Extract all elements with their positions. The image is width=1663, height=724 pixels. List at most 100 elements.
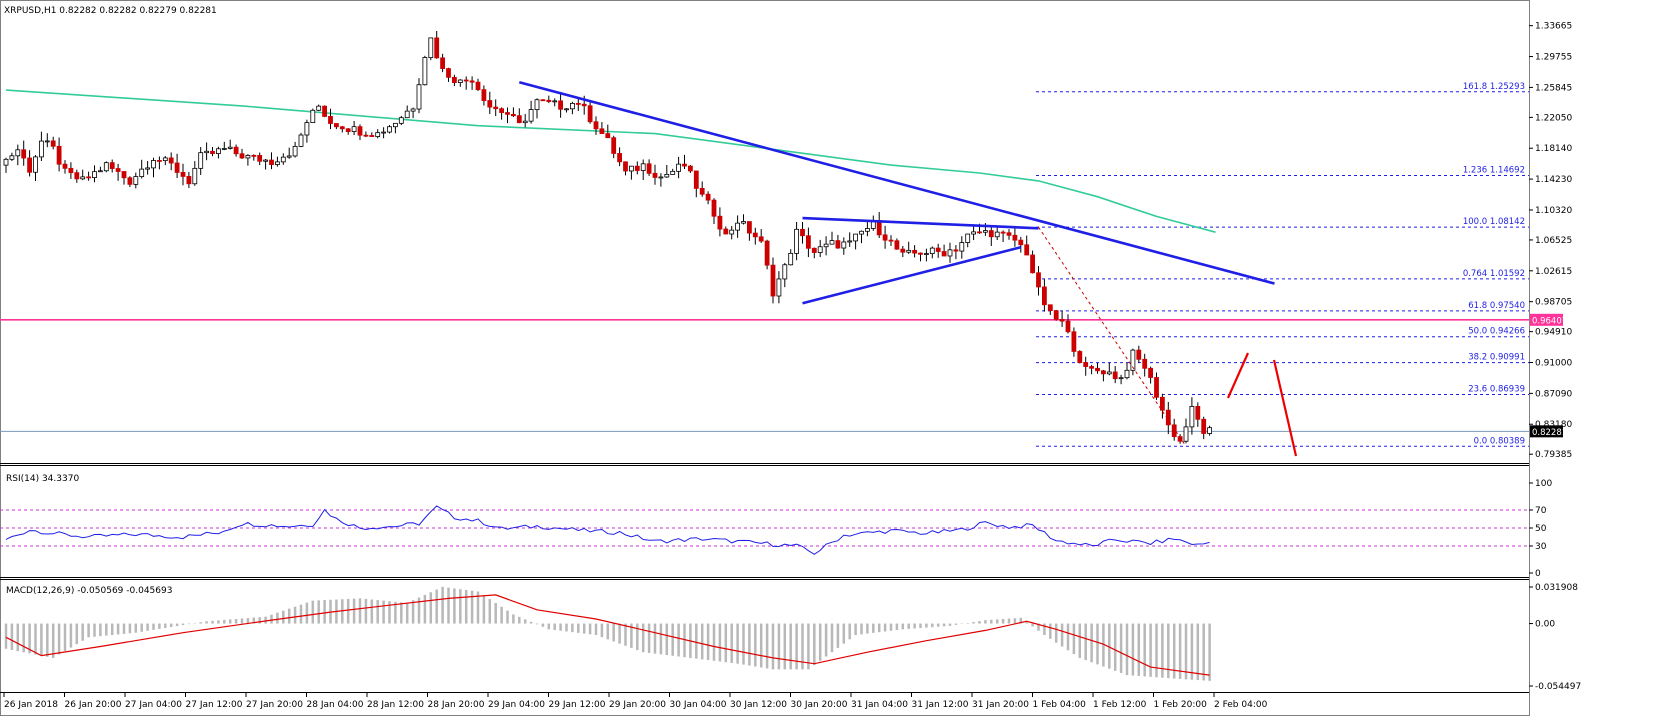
candle-body [558,100,563,110]
current-price-tag [1530,425,1563,438]
candle-body [1154,377,1159,398]
candle-body [451,76,457,84]
candle-body [581,103,587,107]
rsi-axis-label: 0 [1535,569,1541,579]
candle-body [493,106,499,110]
fib-connector-line [1038,226,1187,447]
candle-body [192,167,198,185]
candle-body [103,162,109,172]
candle-body [599,128,605,134]
candle-body [794,228,799,254]
macd-axis-label: -0.054497 [1535,682,1581,692]
price-axis-label: 1.18140 [1535,144,1572,154]
rsi-axis-label: 30 [1535,542,1547,552]
candle-body [204,150,210,154]
candle-body [912,249,917,254]
time-axis-label: 1 Feb 20:00 [1154,700,1208,710]
candle-body [499,108,505,113]
candle-body [1189,405,1195,428]
candle-body [735,222,740,231]
time-axis-label: 1 Feb 12:00 [1093,700,1147,710]
candle-body [27,157,33,173]
candle-body [894,240,900,250]
candle-body [847,240,853,243]
candle-body [1183,426,1189,442]
candle-body [800,228,805,237]
candle-body [1201,418,1207,434]
candle-body [145,167,151,170]
current-price-tag-label: 0.82281 [1532,428,1567,438]
time-axis-label: 30 Jan 20:00 [791,700,848,710]
macd-indicator: 0.031908 0.00 -0.054497 [4,583,1581,692]
candle-body [623,161,628,172]
macd-axis-label: 0.00 [1535,620,1555,630]
candle-body [1024,244,1030,256]
candle-body [74,172,80,180]
candle-body [611,137,617,154]
candle-body [446,68,451,78]
candle-body [1077,351,1083,363]
fib-level-label: 61.8 0.97540 [1468,301,1525,311]
candle-body [428,37,434,58]
price-axis-label: 0.91000 [1535,359,1572,369]
candle-body [605,133,611,139]
time-axis-label: 29 Jan 12:00 [549,700,606,710]
candle-body [286,155,292,158]
time-axis-label: 27 Jan 04:00 [125,700,182,710]
candle-body [528,109,534,122]
candle-body [233,146,239,155]
time-axis-label: 26 Jan 20:00 [65,700,122,710]
time-axis-label: 30 Jan 12:00 [730,700,787,710]
candle-body [717,215,723,230]
candle-body [534,99,540,110]
candle-body [469,80,475,83]
candle-body [369,135,375,137]
candle-body [929,247,935,254]
candle-body [983,230,988,233]
candle-body [829,240,835,245]
candle-body [186,176,192,185]
candle-body [977,231,982,234]
candle-body [174,162,180,173]
candle-body [729,229,735,235]
candle-body [86,176,91,179]
candle-body [263,159,269,162]
candle-body [215,148,221,154]
candle-body [658,176,664,179]
fib-level-label: 100.0 1.08142 [1463,217,1525,227]
candle-body [747,221,752,234]
candle-body [882,234,888,241]
candle-body [475,81,481,91]
candle-body [68,167,74,174]
candle-body [434,37,440,59]
candle-body [21,149,27,159]
candle-body [888,239,894,242]
candle-body [1136,349,1142,360]
candle-body [811,247,817,253]
candle-body [80,176,86,180]
time-axis-label: 27 Jan 20:00 [246,700,303,710]
time-axis-label: 29 Jan 20:00 [609,700,666,710]
candle-body [1160,396,1165,411]
candle-body [357,126,363,136]
candle-body [292,145,298,157]
candle-body [269,159,274,165]
price-axis-label: 1.22050 [1535,113,1572,123]
time-axis-label: 1 Feb 04:00 [1033,700,1087,710]
candle-body [345,128,351,132]
candle-body [98,170,103,173]
candle-body [823,243,829,248]
price-axis-label: 0.87090 [1535,389,1572,399]
candle-body [988,230,994,238]
candle-body [109,162,115,169]
candle-body [56,145,62,165]
candle-body [906,249,912,253]
chart-frame [0,0,1530,716]
price-axis-label: 1.10320 [1535,206,1572,216]
candle-body [227,146,233,149]
rsi-title: RSI(14) 34.3370 [6,474,79,484]
candle-body [251,154,257,157]
price-axis-label: 0.94910 [1535,328,1572,338]
candle-body [1148,367,1153,378]
candle-body [564,108,569,111]
